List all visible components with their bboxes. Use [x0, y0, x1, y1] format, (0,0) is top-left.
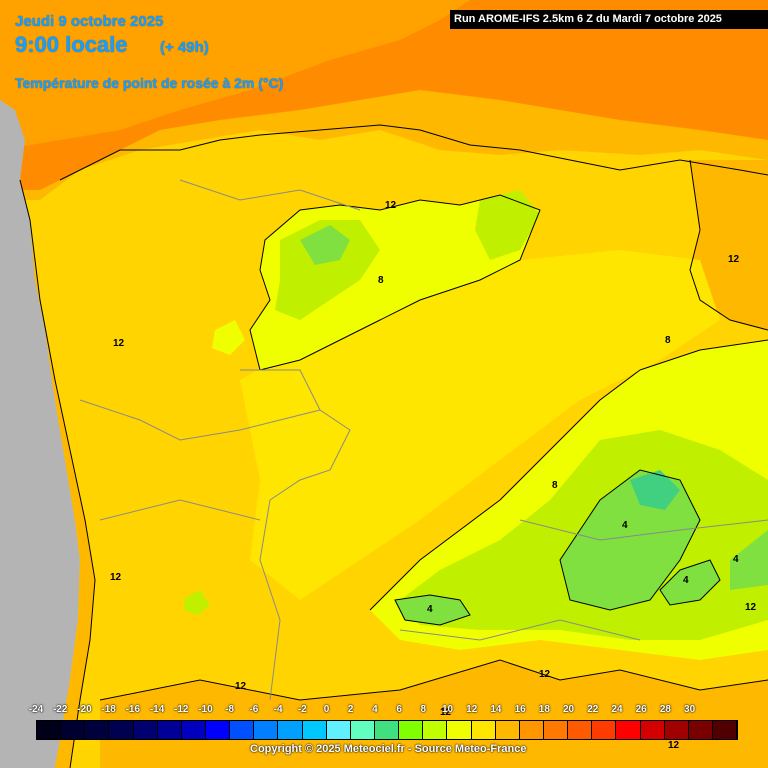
legend-tick-label: -2 — [297, 704, 307, 715]
copyright-text: Copyright © 2025 Meteociel.fr - Source M… — [250, 743, 527, 755]
legend-swatch — [688, 721, 713, 739]
legend-tick-label: 18 — [538, 704, 550, 715]
east-green-core-2 — [660, 560, 720, 605]
legend-swatch — [278, 721, 303, 739]
contour-label: 12 — [745, 602, 757, 613]
legend-tick-label: 10 — [441, 704, 454, 715]
east-warm-patch — [690, 160, 768, 330]
central-pale-band — [240, 250, 720, 600]
forecast-date: Jeudi 9 octobre 2025 — [15, 13, 164, 30]
legend-tick-label: 28 — [659, 704, 671, 715]
legend-swatch — [495, 721, 520, 739]
legend-tick-label: 20 — [562, 704, 575, 715]
legend-tick-label: -18 — [101, 704, 116, 715]
legend-swatch — [254, 721, 279, 739]
contour-label: 12 — [110, 572, 122, 583]
region-borders — [79, 179, 768, 701]
legend-swatch — [616, 721, 641, 739]
contour-label: 8 — [552, 480, 558, 491]
south-warm-band — [100, 660, 768, 768]
legend-tick-label: -14 — [149, 704, 165, 715]
legend-swatch — [712, 721, 738, 739]
legend-swatch — [181, 721, 206, 739]
east-cyan-core — [630, 470, 680, 510]
legend-tick-label: 14 — [490, 704, 502, 715]
legend-swatch — [85, 721, 110, 739]
contour-label: 12 — [728, 254, 740, 265]
legend-swatch — [543, 721, 569, 739]
color-scale-bar — [36, 720, 738, 740]
northwest-green-core-3 — [475, 190, 540, 260]
legend-tick-label: 26 — [635, 704, 647, 715]
legend-tick-label: 8 — [420, 704, 427, 715]
contour-label: 4 — [683, 575, 689, 586]
legend-tick-label: -20 — [77, 704, 92, 715]
legend-tick-label: 16 — [514, 704, 526, 715]
legend-swatch — [157, 721, 182, 739]
legend-swatch — [592, 721, 617, 739]
legend-tick-label: -8 — [225, 704, 235, 715]
contour-label: 4 — [733, 554, 739, 565]
north-light-orange — [0, 0, 470, 150]
contour-label: 12 — [440, 707, 452, 718]
legend-tick-label: -16 — [125, 704, 141, 715]
legend-swatch — [302, 721, 327, 739]
legend-swatch — [109, 721, 134, 739]
northwest-green-core — [275, 220, 380, 320]
northwest-green-core-2 — [300, 225, 350, 265]
ocean-strip — [0, 100, 80, 768]
legend-tick-label: 2 — [347, 704, 354, 715]
legend-swatch — [640, 721, 665, 739]
east-green-core-3 — [730, 530, 768, 590]
legend-tick-label: -22 — [52, 704, 68, 715]
parameter-title: Température de point de rosée à 2m (°C) — [15, 75, 284, 91]
contour-label: 12 — [235, 681, 247, 692]
legend-swatch — [205, 721, 231, 739]
legend-swatch — [664, 721, 689, 739]
legend-swatch — [374, 721, 400, 739]
legend-swatch — [37, 721, 62, 739]
legend-swatch — [61, 721, 86, 739]
legend-tick-label: -4 — [273, 704, 283, 715]
contour-label: 8 — [665, 335, 671, 346]
legend-swatch — [230, 721, 255, 739]
legend-tick-label: -10 — [198, 704, 213, 715]
legend-swatch — [447, 721, 472, 739]
contour-label: 12 — [668, 740, 680, 751]
legend-swatch — [350, 721, 375, 739]
legend-tick-label: 22 — [587, 704, 599, 715]
legend-tick-label: -12 — [174, 704, 189, 715]
west-green-blob — [212, 320, 245, 355]
legend-swatch — [423, 721, 448, 739]
legend-swatch — [133, 721, 158, 739]
contour-label: 8 — [378, 275, 384, 286]
forecast-offset: (+ 49h) — [160, 39, 209, 56]
legend-swatch — [326, 721, 351, 739]
legend-tick-label: 4 — [372, 704, 378, 715]
legend-swatch — [568, 721, 593, 739]
contour-lines — [19, 124, 768, 768]
run-banner: Run AROME-IFS 2.5km 6 Z du Mardi 7 octob… — [450, 10, 768, 29]
legend-swatch — [399, 721, 424, 739]
legend-tick-label: 30 — [684, 704, 696, 715]
legend-swatch — [471, 721, 496, 739]
contour-label: 12 — [113, 338, 125, 349]
sw-small-blob — [184, 590, 210, 615]
legend-swatch — [519, 721, 544, 739]
contour-label: 12 — [539, 669, 551, 680]
contour-label: 4 — [622, 520, 628, 531]
legend-tick-label: 6 — [396, 704, 402, 715]
legend-tick-label: 0 — [323, 704, 330, 715]
forecast-time: 9:00 locale — [15, 32, 128, 57]
legend-tick-label: 12 — [466, 704, 478, 715]
southeast-green-strip — [395, 595, 470, 625]
contour-label: 4 — [427, 604, 433, 615]
contour-label: 12 — [385, 200, 397, 211]
legend-ticks: -24 -22 -20 -18 -16 -14 -12 -10 -8 -6 -4 -2 0 2 4 6 8 10 1… — [0, 704, 768, 718]
legend-tick-label: -24 — [28, 704, 44, 715]
legend-tick-label: -6 — [249, 704, 259, 715]
legend-tick-label: 24 — [611, 704, 623, 715]
